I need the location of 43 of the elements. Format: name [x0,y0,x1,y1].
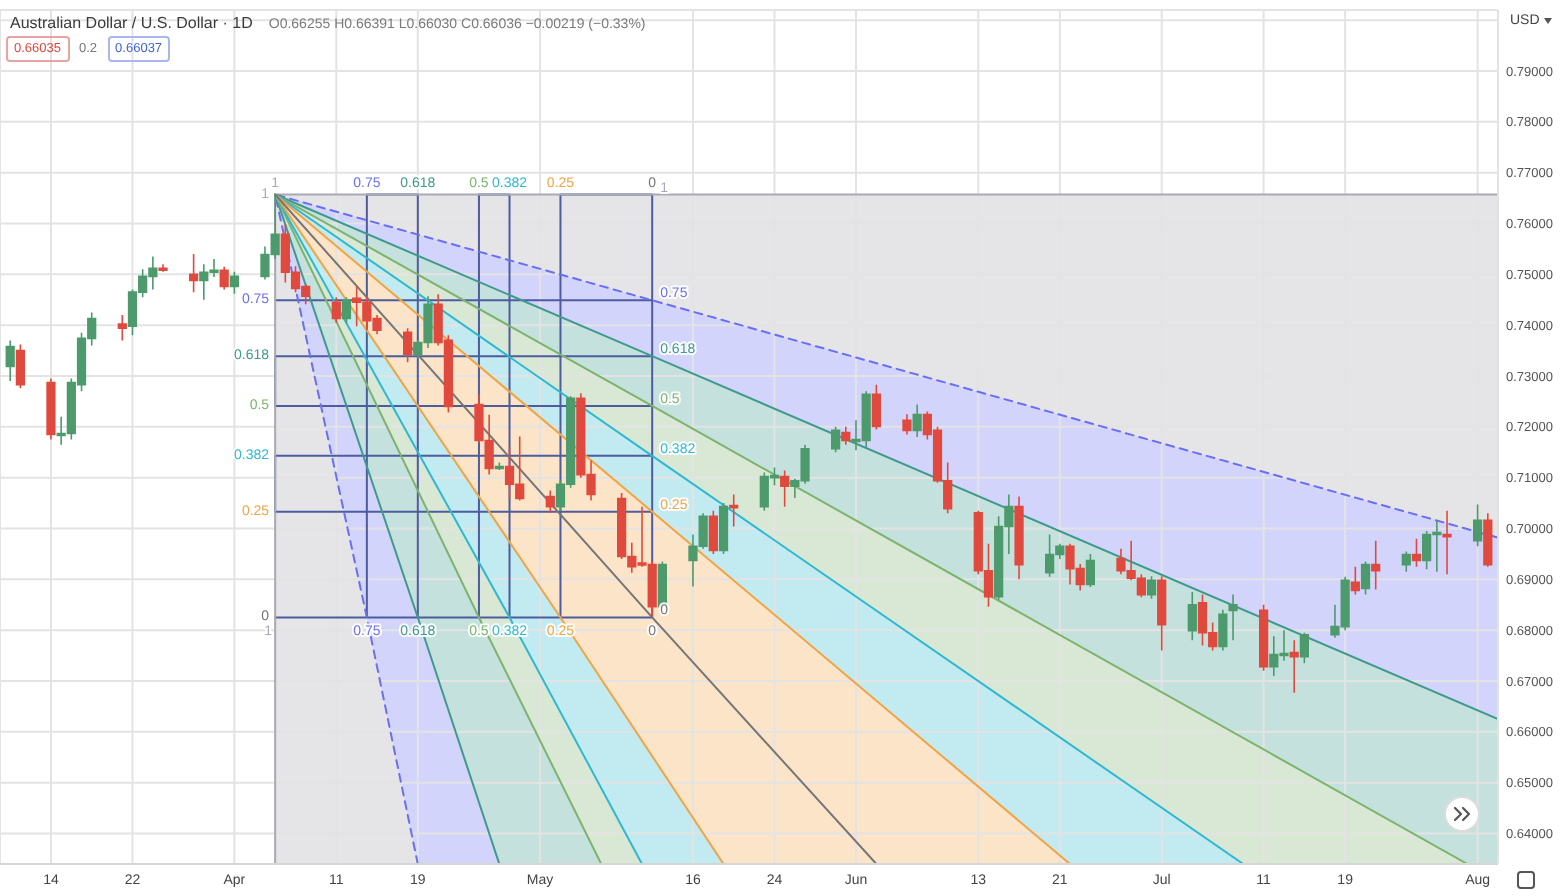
candlestick [1259,603,1269,672]
candlestick [871,383,881,431]
candlestick [1473,503,1483,548]
candlestick [1442,509,1452,576]
candlestick [1350,565,1360,596]
line-series [274,193,1071,864]
candlestick [1218,609,1228,652]
candlestick [189,253,199,293]
candlestick [912,403,922,438]
candlestick [831,426,841,454]
candlestick [219,265,229,291]
candlestick [902,413,912,436]
candlestick [1146,575,1157,600]
candlestick [545,489,555,514]
candlestick [331,296,341,324]
chart-title: Australian Dollar / U.S. Dollar · 1D [10,14,253,32]
candlestick [1187,591,1197,642]
candlestick [15,343,25,389]
candlestick [1157,575,1167,652]
candlestick [1228,593,1238,642]
candlestick [341,296,352,324]
candlestick [1289,639,1299,694]
candlestick [1085,553,1095,588]
candlestick [5,339,15,382]
candlestick [841,426,851,446]
candlestick [780,469,790,508]
candlestick [1483,512,1493,568]
candlestick [158,263,168,273]
candlestick [1411,537,1422,568]
candlestick [117,314,127,342]
candlestick [46,377,56,441]
candlestick [1299,631,1309,665]
candlestick [229,270,239,295]
candlestick [1014,495,1024,581]
candlestick [1360,560,1371,596]
candlestick [708,509,718,555]
candlestick [403,327,413,364]
candlestick [718,502,729,555]
line-series [274,193,654,619]
candlestick [729,493,739,528]
candlestick [1401,550,1411,573]
candlestick [1371,539,1381,591]
candlestick [494,461,504,471]
